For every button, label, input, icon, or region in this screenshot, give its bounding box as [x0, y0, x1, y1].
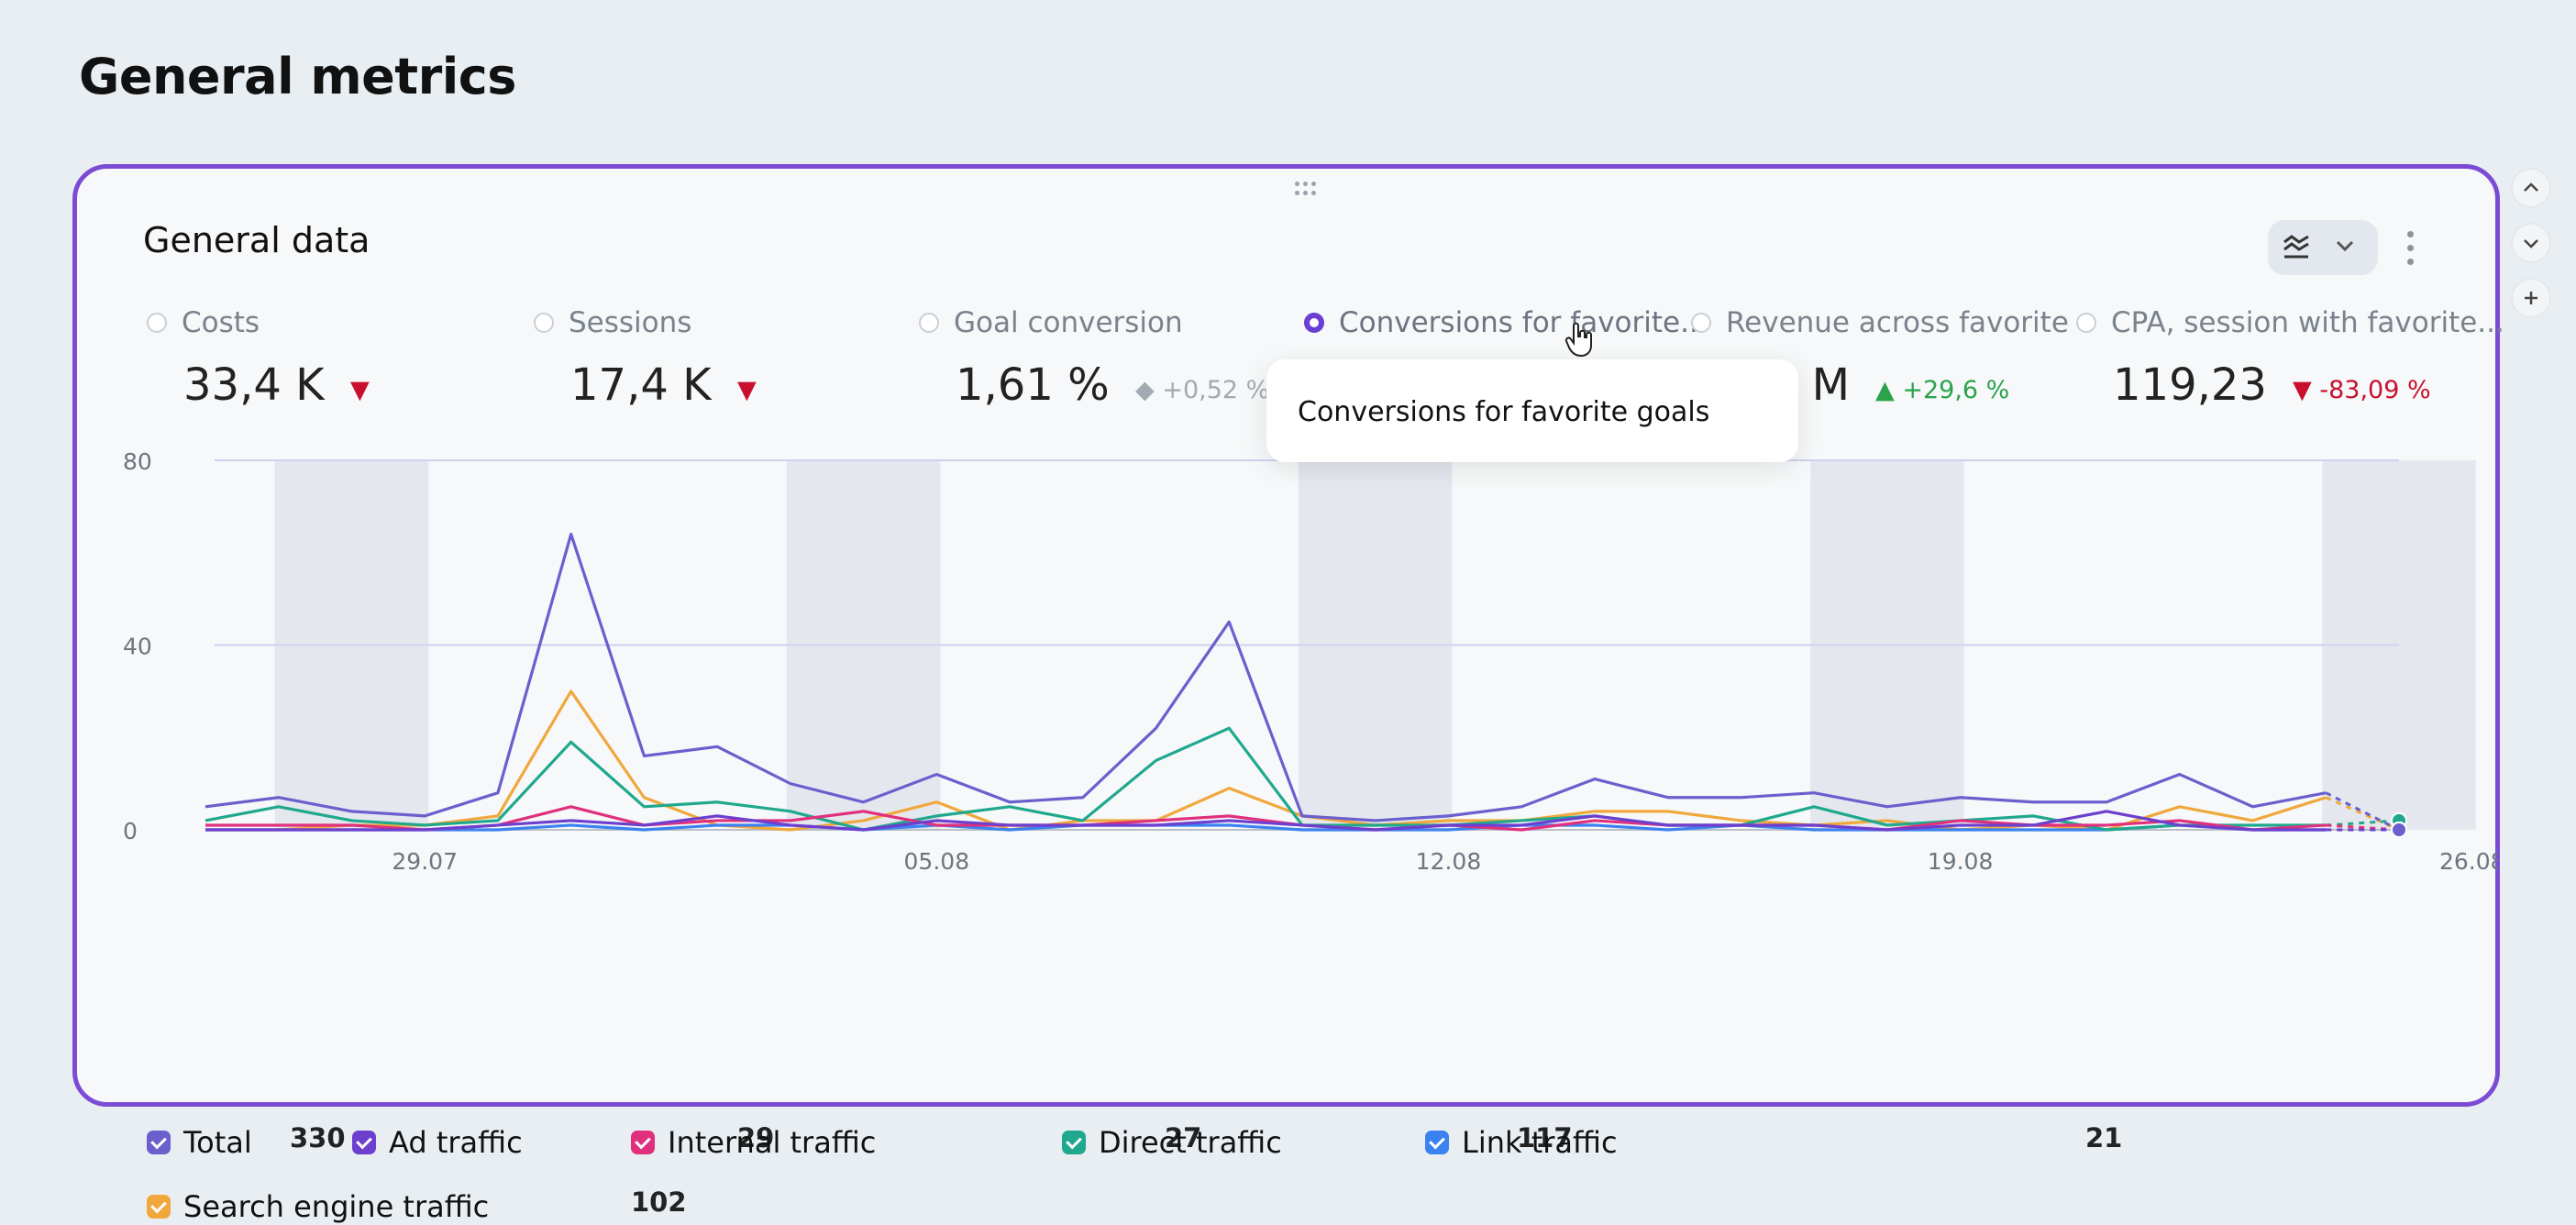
y-tick-label: 80: [123, 448, 152, 475]
metric-label: Revenue across favorite: [1726, 306, 2069, 339]
legend-label: Link traffic: [1462, 1125, 1618, 1160]
triangle-down-icon: ▼: [737, 376, 757, 404]
legend-item[interactable]: Ad traffic: [352, 1124, 523, 1161]
metric-change-value: -83,09 %: [2319, 376, 2431, 404]
diamond-icon: ◆: [1135, 376, 1163, 404]
move-up-button[interactable]: [2511, 168, 2551, 208]
triangle-down-icon: ▼: [350, 376, 370, 404]
legend-value: 117: [1517, 1122, 1573, 1153]
triangle-down-icon: ▼: [2293, 376, 2320, 404]
legend-label: Ad traffic: [389, 1125, 523, 1160]
line-chart: 80 40 0 29.07 05.08 12.08 19.08 26.08: [123, 448, 2498, 875]
series-line: [205, 805, 2327, 832]
chart-type-button[interactable]: [2268, 220, 2378, 275]
metric-value: 119,23: [2113, 359, 2267, 411]
legend-value: 27: [1165, 1122, 1202, 1153]
metric-change: ▼: [737, 376, 757, 404]
metric-radio[interactable]: [147, 313, 167, 333]
series-line-forecast: [2325, 791, 2400, 832]
metric-value: 1,61 %: [956, 359, 1110, 411]
x-tick-label: 12.08: [1416, 848, 1482, 875]
series-line: [205, 690, 2327, 832]
legend-item[interactable]: Search engine traffic: [147, 1188, 489, 1225]
chevron-down-icon: [2524, 239, 2538, 248]
metric-change: ◆ +0,52 %: [1135, 376, 1269, 404]
legend-item[interactable]: Internal traffic: [631, 1124, 876, 1161]
legend-label: Direct traffic: [1099, 1125, 1282, 1160]
metric-radio[interactable]: [1691, 313, 1711, 333]
series-line: [205, 726, 2327, 832]
series-line: [205, 533, 2327, 822]
metric-radio[interactable]: [1304, 313, 1324, 333]
legend-checkbox[interactable]: [1425, 1131, 1449, 1154]
legend-value: 102: [631, 1186, 687, 1218]
hand-cursor-icon: [1564, 322, 1592, 358]
metric-label: CPA, session with favorite...: [2111, 306, 2504, 339]
series-line: [205, 810, 2327, 832]
x-tick-label: 29.07: [392, 848, 458, 875]
legend-label: Total: [183, 1125, 252, 1160]
move-down-button[interactable]: [2511, 223, 2551, 263]
metric-radio[interactable]: [919, 313, 939, 333]
x-tick-label: 26.08: [2439, 848, 2498, 875]
general-data-widget: General data Costs 33,4 K ▼ Sessions 17,4…: [72, 164, 2504, 1224]
x-tick-label: 05.08: [904, 848, 970, 875]
chevron-down-icon: [2336, 240, 2354, 252]
metric-value: 33,4 K: [183, 359, 325, 411]
y-tick-label: 40: [123, 634, 152, 660]
series-line-forecast: [2326, 819, 2400, 827]
series-end-point: [2391, 822, 2407, 838]
metric-label: Sessions: [569, 306, 692, 339]
metric-change: ▲ +29,6 %: [1875, 376, 2009, 404]
metric-card[interactable]: Costs 33,4 K ▼: [147, 304, 532, 411]
series-line: [205, 823, 2327, 832]
plus-icon: [2525, 292, 2537, 304]
legend-checkbox[interactable]: [352, 1131, 376, 1154]
metric-tooltip: Conversions for favorite goals: [1266, 359, 1798, 462]
chevron-up-icon: [2524, 182, 2538, 192]
legend-value: 29: [737, 1122, 775, 1153]
y-tick-label: 0: [123, 818, 138, 844]
metric-card[interactable]: CPA, session with favorite... 119,23 ▼ -8…: [2076, 304, 2504, 411]
legend-item[interactable]: Direct traffic: [1062, 1124, 1282, 1161]
legend-item[interactable]: Link traffic: [1425, 1124, 1618, 1161]
metric-change: ▼: [350, 376, 370, 404]
metric-change: ▼ -83,09 %: [2293, 376, 2431, 404]
legend-checkbox[interactable]: [147, 1131, 171, 1154]
legend-label: Search engine traffic: [183, 1189, 490, 1224]
legend-checkbox[interactable]: [631, 1131, 655, 1154]
legend-value: 21: [2085, 1122, 2123, 1153]
metric-card[interactable]: Goal conversion 1,61 % ◆ +0,52 %: [919, 304, 1304, 411]
x-tick-label: 19.08: [1928, 848, 1994, 875]
widget-title: General data: [143, 220, 370, 260]
triangle-up-icon: ▲: [1875, 376, 1903, 404]
legend-value: 330: [290, 1122, 346, 1153]
page-title: General metrics: [79, 48, 516, 105]
metric-radio[interactable]: [2076, 313, 2096, 333]
legend-checkbox[interactable]: [147, 1195, 171, 1219]
metric-card[interactable]: Sessions 17,4 K ▼: [534, 304, 919, 411]
series-line-forecast: [2326, 823, 2400, 832]
metric-label: Costs: [182, 306, 260, 339]
metric-label: Goal conversion: [954, 306, 1183, 339]
legend-checkbox[interactable]: [1062, 1131, 1086, 1154]
legend-label: Internal traffic: [668, 1125, 877, 1160]
chart-type-icon: [2283, 235, 2354, 259]
metric-label: Conversions for favorite...: [1339, 306, 1708, 339]
legend-item[interactable]: Total: [147, 1124, 252, 1161]
drag-handle-icon[interactable]: [1295, 182, 1317, 198]
metric-change-value: +29,6 %: [1902, 376, 2010, 404]
more-options-icon[interactable]: [2403, 227, 2416, 268]
add-widget-button[interactable]: [2511, 278, 2551, 318]
metric-card[interactable]: Conversions for favorite...: [1304, 304, 1708, 341]
metric-value: 17,4 K: [570, 359, 712, 411]
metric-radio[interactable]: [534, 313, 554, 333]
metric-change-value: +0,52 %: [1162, 376, 1270, 404]
